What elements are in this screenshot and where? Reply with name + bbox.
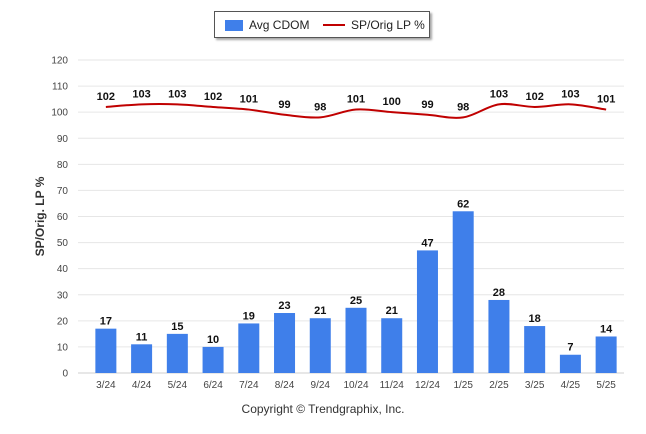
x-tick-label: 7/24 (239, 380, 259, 391)
line-series-path (105, 102, 607, 119)
bar-value-label: 23 (278, 300, 290, 312)
line-value-label: 101 (597, 94, 615, 106)
bar-value-label: 21 (386, 305, 398, 317)
chart-canvas: 0 10 20 30 40 50 60 70 80 90 100 110 120 SP/Orig. LP … (33, 56, 624, 391)
x-tick-label: 5/25 (596, 380, 616, 391)
bar (416, 250, 438, 373)
bar-value-label: 7 (567, 342, 573, 354)
bar-value-label: 17 (100, 316, 112, 328)
legend-line-label: SP/Orig LP % (351, 18, 425, 32)
x-tick-label: 1/25 (453, 380, 473, 391)
y-tick-label: 100 (51, 108, 68, 119)
bar-value-label: 11 (136, 331, 148, 343)
bar (345, 307, 367, 373)
y-axis-title: SP/Orig. LP % (33, 176, 47, 256)
y-tick-label: 40 (57, 264, 69, 275)
bar (559, 354, 581, 373)
bar (488, 299, 510, 373)
bar-value-label: 25 (350, 295, 362, 307)
x-tick-label: 12/24 (415, 380, 440, 391)
x-tick-label: 2/25 (489, 380, 509, 391)
line-value-label: 103 (490, 88, 508, 100)
x-tick-label: 11/24 (380, 380, 405, 391)
bar-value-label: 14 (600, 323, 613, 335)
bar-value-label: 10 (207, 334, 219, 346)
bar-value-label: 15 (171, 321, 183, 333)
y-tick-label: 90 (57, 134, 69, 145)
y-tick-label: 0 (62, 369, 68, 380)
x-tick-label: 3/24 (96, 380, 116, 391)
legend: Avg CDOM SP/Orig LP % (214, 11, 430, 38)
x-tick-label: 10/24 (343, 380, 368, 391)
legend-item-bar[interactable]: Avg CDOM (225, 18, 309, 32)
legend-item-line[interactable]: SP/Orig LP % (323, 18, 425, 32)
bar-value-label: 18 (529, 313, 541, 325)
line-value-label: 99 (421, 99, 433, 111)
x-tick-label: 3/25 (525, 380, 545, 391)
bar-value-label: 62 (457, 198, 469, 210)
line-value-label: 100 (383, 96, 401, 108)
line-value-label: 103 (561, 88, 579, 100)
y-tick-label: 10 (57, 342, 69, 353)
line-value-label: 98 (314, 101, 326, 113)
x-tick-label: 4/24 (132, 380, 152, 391)
line-value-label: 102 (525, 91, 543, 103)
bar (166, 333, 188, 373)
line-value-label: 102 (204, 91, 222, 103)
legend-bar-swatch (225, 19, 243, 31)
y-tick-label: 30 (57, 290, 69, 301)
bar-value-label: 21 (314, 305, 326, 317)
y-tick-label: 120 (51, 56, 68, 67)
line-value-label: 99 (278, 99, 290, 111)
bar (309, 318, 331, 373)
y-tick-label: 50 (57, 238, 69, 249)
y-tick-label: 80 (57, 160, 69, 171)
line-value-label: 102 (97, 91, 115, 103)
legend-line-swatch (323, 24, 345, 26)
line-value-label: 98 (457, 101, 469, 113)
bar (381, 318, 403, 373)
bar-value-label: 28 (493, 287, 505, 299)
bar-value-label: 19 (243, 310, 255, 322)
x-tick-label: 8/24 (275, 380, 295, 391)
bar (524, 326, 546, 373)
y-tick-label: 60 (57, 212, 69, 223)
bar-value-label: 47 (421, 237, 433, 249)
x-tick-label: 4/25 (561, 380, 581, 391)
y-tick-label: 70 (57, 186, 69, 197)
line-value-label: 103 (168, 88, 186, 100)
bar (452, 211, 474, 373)
bar (95, 328, 117, 373)
legend-bar-label: Avg CDOM (249, 18, 310, 32)
y-tick-label: 20 (57, 316, 69, 327)
bar (131, 344, 153, 373)
line-value-label: 101 (240, 94, 258, 106)
bar (238, 323, 260, 373)
line-value-label: 103 (132, 88, 150, 100)
x-tick-label: 9/24 (311, 380, 331, 391)
line-value-label: 101 (347, 94, 365, 106)
copyright-footer: Copyright © Trendgraphix, Inc. (241, 402, 405, 416)
bar (595, 336, 617, 373)
bar (274, 313, 296, 373)
x-tick-label: 6/24 (203, 380, 223, 391)
bar (202, 346, 224, 373)
x-tick-label: 5/24 (168, 380, 188, 391)
y-tick-label: 110 (52, 82, 68, 93)
